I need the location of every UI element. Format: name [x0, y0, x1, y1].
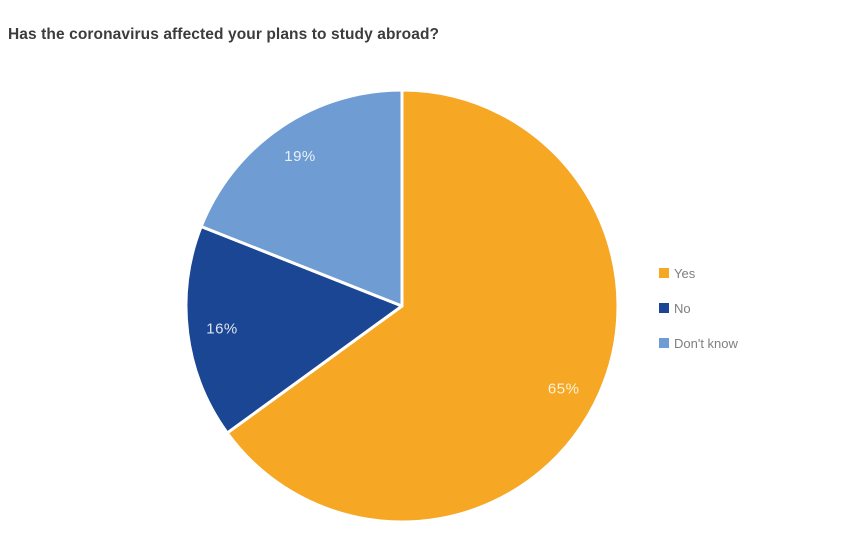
slice-value-label-don-t-know: 19% [284, 148, 316, 165]
slice-value-label-no: 16% [206, 321, 238, 338]
pie-slice-no [184, 224, 404, 435]
legend: Yes No Don't know [659, 266, 738, 371]
legend-item-no: No [659, 300, 738, 316]
pie-slice-yes [225, 88, 620, 524]
legend-swatch-yes [659, 268, 669, 278]
legend-swatch-dont-know [659, 338, 669, 348]
legend-swatch-no [659, 303, 669, 313]
legend-label-dont-know: Don't know [674, 335, 738, 351]
legend-item-dont-know: Don't know [659, 335, 738, 351]
legend-label-yes: Yes [674, 265, 696, 281]
slice-value-label-yes: 65% [548, 380, 580, 397]
chart-title: Has the coronavirus affected your plans … [8, 26, 440, 43]
legend-label-no: No [674, 300, 691, 316]
pie-slice-don-t-know [199, 88, 404, 308]
legend-item-yes: Yes [659, 265, 738, 281]
